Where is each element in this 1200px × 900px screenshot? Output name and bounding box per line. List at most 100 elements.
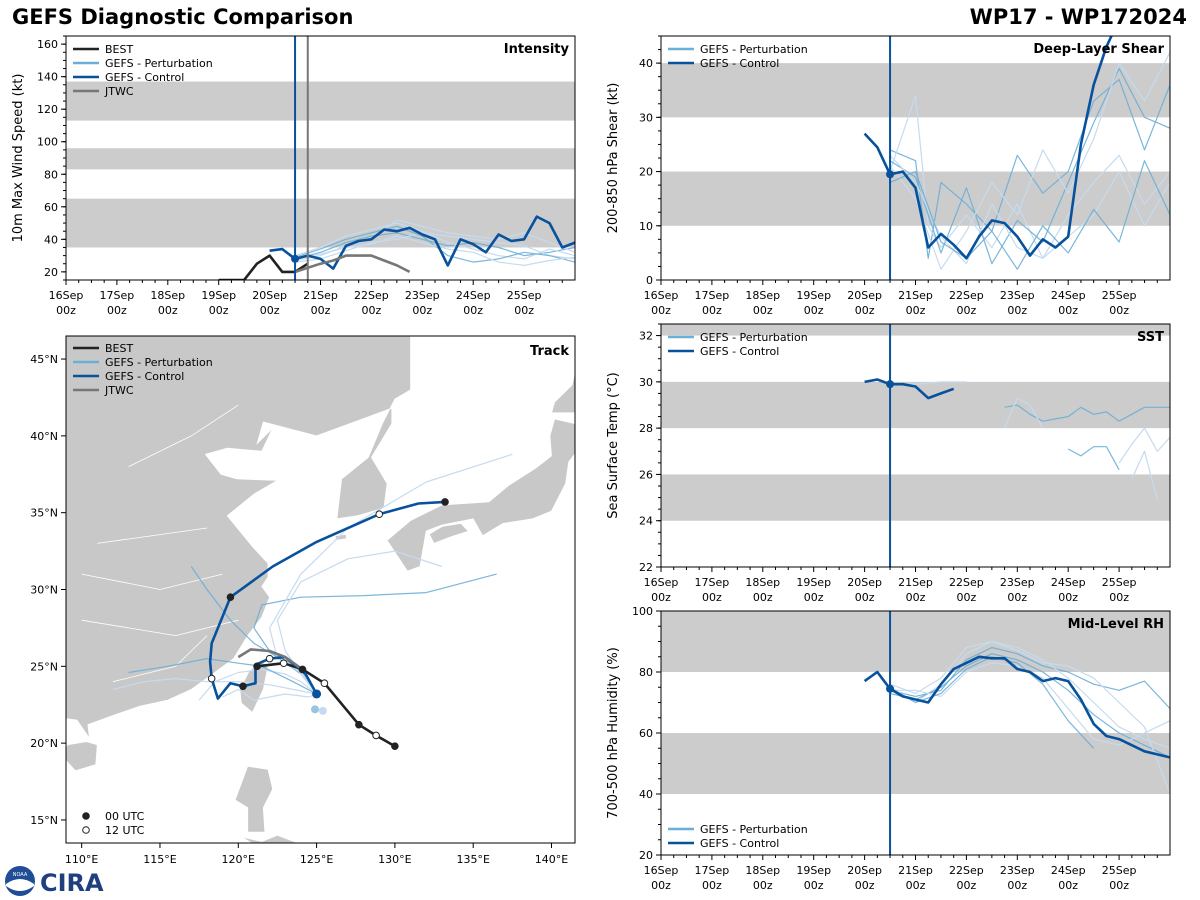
intensity-ytick-label: 160 bbox=[37, 38, 58, 51]
rh-ytick-label: 100 bbox=[632, 605, 653, 618]
sst-xtick-label-day: 16Sep bbox=[644, 576, 679, 589]
rh-legend-label: GEFS - Control bbox=[700, 837, 779, 850]
track-line-gefs-perturbation-3 bbox=[269, 453, 513, 695]
rh-line-gefs-perturbation-4 bbox=[889, 640, 1170, 795]
track-ytick-label: 45°N bbox=[30, 353, 58, 366]
sst-xtick-label-hour: 00z bbox=[1109, 591, 1129, 604]
shear-xtick-label-day: 19Sep bbox=[796, 289, 831, 302]
shear-legend-label: GEFS - Control bbox=[700, 57, 779, 70]
track-position-marker bbox=[372, 731, 380, 740]
shear-xtick-label-day: 17Sep bbox=[695, 289, 730, 302]
intensity-ytick-label: 40 bbox=[44, 233, 58, 246]
shear-xtick-label-hour: 00z bbox=[957, 304, 977, 317]
sst-line-gefs-perturbation-1 bbox=[1004, 404, 1170, 422]
shear-legend-label: GEFS - Perturbation bbox=[700, 43, 808, 56]
track-xtick-label: 110°E bbox=[65, 853, 98, 866]
track-xtick-label: 120°E bbox=[222, 853, 255, 866]
shear-ytick-label: 0 bbox=[646, 274, 653, 287]
rh-xtick-label-day: 19Sep bbox=[796, 864, 831, 877]
intensity-line-gefs-perturbation-5 bbox=[294, 219, 575, 262]
sst-series-group bbox=[864, 378, 1170, 501]
track-legend-label: JTWC bbox=[104, 384, 134, 397]
track-position-marker bbox=[279, 659, 288, 668]
track-ytick-label: 35°N bbox=[30, 507, 58, 520]
intensity-ytick-label: 60 bbox=[44, 201, 58, 214]
sst-ylabel: Sea Surface Temp (°C) bbox=[606, 372, 621, 519]
intensity-xtick-label-hour: 00z bbox=[209, 304, 229, 317]
shear-xtick-label-day: 22Sep bbox=[949, 289, 984, 302]
sst-ytick-label: 24 bbox=[639, 515, 653, 528]
track-marker-legend-swatch bbox=[82, 812, 90, 820]
track-xtick-label: 130°E bbox=[378, 853, 411, 866]
sst-xtick-label-day: 21Sep bbox=[898, 576, 933, 589]
sst-band-2 bbox=[661, 324, 1170, 336]
intensity-xtick-label-hour: 00z bbox=[311, 304, 331, 317]
intensity-line-gefs-control bbox=[269, 215, 575, 270]
track-ytick-label: 25°N bbox=[30, 660, 58, 673]
sst-panel: 22 24 26 28 30 32 16Sep 00z 17Sep 00z 18Sep 00z 19Se… bbox=[606, 323, 1171, 604]
sst-xtick-label-hour: 00z bbox=[753, 591, 773, 604]
track-line-gefs-perturbation-7 bbox=[222, 688, 317, 701]
rh-line-gefs-perturbation-2 bbox=[889, 640, 1170, 749]
track-ytick-label: 15°N bbox=[30, 814, 58, 827]
figure-title: GEFS Diagnostic Comparison bbox=[12, 5, 354, 29]
sst-title: SST bbox=[1137, 330, 1164, 345]
shear-xtick-label-hour: 00z bbox=[1058, 304, 1078, 317]
shear-xtick-label-hour: 00z bbox=[702, 304, 722, 317]
shear-current-marker bbox=[886, 170, 895, 179]
sst-ytick-label: 28 bbox=[639, 422, 653, 435]
sst-legend-label: GEFS - Control bbox=[700, 345, 779, 358]
sst-xtick-label-hour: 00z bbox=[957, 591, 977, 604]
intensity-ytick-label: 140 bbox=[37, 71, 58, 84]
track-line-jtwc bbox=[237, 648, 304, 671]
rh-xtick-label-hour: 00z bbox=[957, 879, 977, 892]
rh-title: Mid-Level RH bbox=[1068, 617, 1164, 632]
shear-line-gefs-perturbation-6 bbox=[889, 160, 1170, 270]
intensity-panel: 20 40 60 80 100 120 140 160 16Sep 00z 17Sep 00z 18Se… bbox=[11, 35, 576, 317]
track-position-marker bbox=[226, 593, 235, 601]
intensity-legend-label: JTWC bbox=[104, 85, 134, 98]
sst-xtick-label-hour: 00z bbox=[1058, 591, 1078, 604]
sst-xtick-label-hour: 00z bbox=[804, 591, 824, 604]
track-title: Track bbox=[530, 344, 569, 359]
track-xtick-label: 140°E bbox=[535, 853, 568, 866]
track-position-marker bbox=[375, 510, 384, 519]
rh-ytick-label: 40 bbox=[639, 788, 653, 801]
rh-series-group bbox=[863, 640, 1170, 795]
shear-line-gefs-perturbation-1 bbox=[889, 78, 1170, 259]
intensity-title: Intensity bbox=[504, 42, 570, 57]
sst-ytick-label: 26 bbox=[639, 468, 653, 481]
intensity-xtick-label-hour: 00z bbox=[463, 304, 483, 317]
track-line-gefs-perturbation-5 bbox=[198, 668, 317, 701]
intensity-xtick-label-day: 21Sep bbox=[303, 289, 338, 302]
intensity-band-0 bbox=[66, 198, 575, 248]
rh-xtick-label-hour: 00z bbox=[753, 879, 773, 892]
track-marker-legend-label: 00 UTC bbox=[105, 810, 145, 823]
hainan bbox=[66, 741, 98, 772]
sst-line-gefs-perturbation-4 bbox=[1067, 446, 1120, 471]
track-xtick-label: 135°E bbox=[456, 853, 489, 866]
shear-line-gefs-control bbox=[863, 36, 1113, 260]
intensity-xtick-label-hour: 00z bbox=[514, 304, 534, 317]
shear-xtick-label-day: 21Sep bbox=[898, 289, 933, 302]
track-position-marker bbox=[320, 679, 329, 688]
intensity-xtick-label-hour: 00z bbox=[412, 304, 432, 317]
cira-logo-text: CIRA bbox=[40, 869, 104, 897]
japan-hokkaido bbox=[550, 369, 575, 414]
track-marker-legend-label: 12 UTC bbox=[105, 824, 145, 837]
intensity-xtick-label-day: 20Sep bbox=[252, 289, 287, 302]
noaa-cira-logo: NOAA CIRA bbox=[5, 866, 104, 897]
rh-xtick-label-day: 25Sep bbox=[1102, 864, 1137, 877]
intensity-xtick-label-day: 19Sep bbox=[201, 289, 236, 302]
shear-line-gefs-perturbation-4 bbox=[889, 154, 1170, 265]
sst-ytick-label: 30 bbox=[639, 376, 653, 389]
shear-line-gefs-perturbation-2 bbox=[889, 94, 1170, 259]
sst-xtick-label-day: 23Sep bbox=[1000, 576, 1035, 589]
intensity-xtick-label-day: 17Sep bbox=[100, 289, 135, 302]
province-border-1 bbox=[97, 527, 208, 544]
track-line-gefs-perturbation-6 bbox=[128, 657, 317, 695]
shear-xtick-label-hour: 00z bbox=[753, 304, 773, 317]
rh-xtick-label-hour: 00z bbox=[1058, 879, 1078, 892]
sst-current-marker bbox=[886, 380, 895, 389]
sst-frame bbox=[660, 323, 1171, 568]
